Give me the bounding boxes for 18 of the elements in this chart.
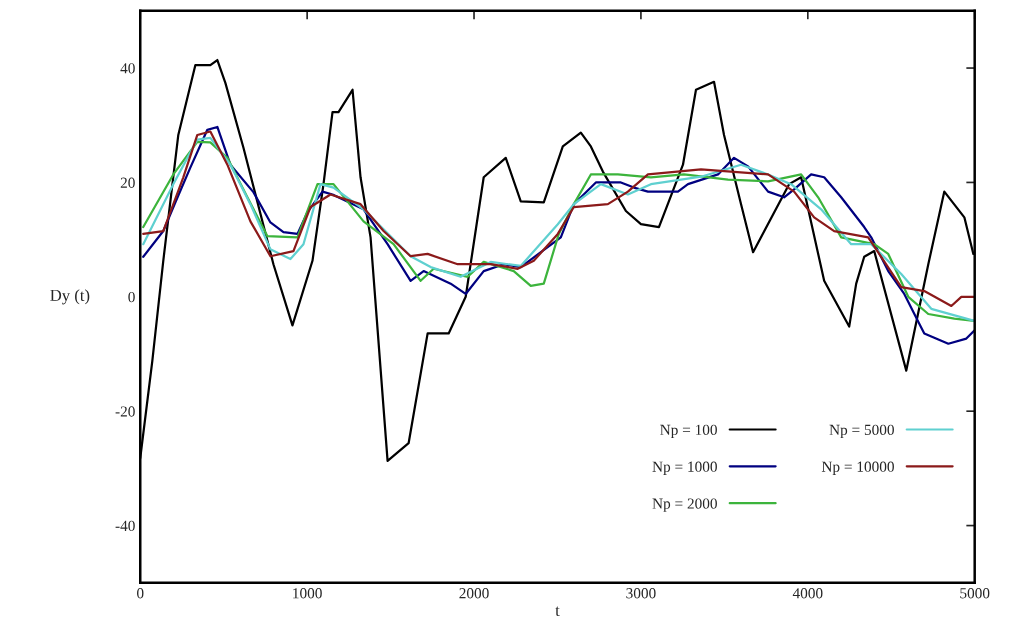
y-tick-label: 40 <box>120 63 135 74</box>
legend-label: Np = 1000 <box>652 461 717 475</box>
x-tick-label: 1000 <box>293 588 322 599</box>
x-axis-title: t <box>555 606 560 616</box>
y-tick-label: 0 <box>128 291 135 303</box>
y-tick-label: -20 <box>115 406 135 417</box>
y-tick-label: -40 <box>115 520 135 532</box>
legend-label: Np = 2000 <box>652 498 717 512</box>
y-tick-label: 20 <box>120 177 135 188</box>
x-tick-label: 2000 <box>459 588 489 599</box>
y-axis-title: Dy (t) <box>50 289 90 305</box>
legend-label: Np = 10000 <box>821 461 894 475</box>
legend-label: Np = 100 <box>660 424 717 439</box>
x-tick-label: 3000 <box>626 588 656 599</box>
x-tick-label: 5000 <box>960 588 990 599</box>
x-tick-label: 0 <box>137 588 144 599</box>
x-tick-label: 4000 <box>792 588 823 599</box>
legend-label: Np = 5000 <box>829 424 894 439</box>
